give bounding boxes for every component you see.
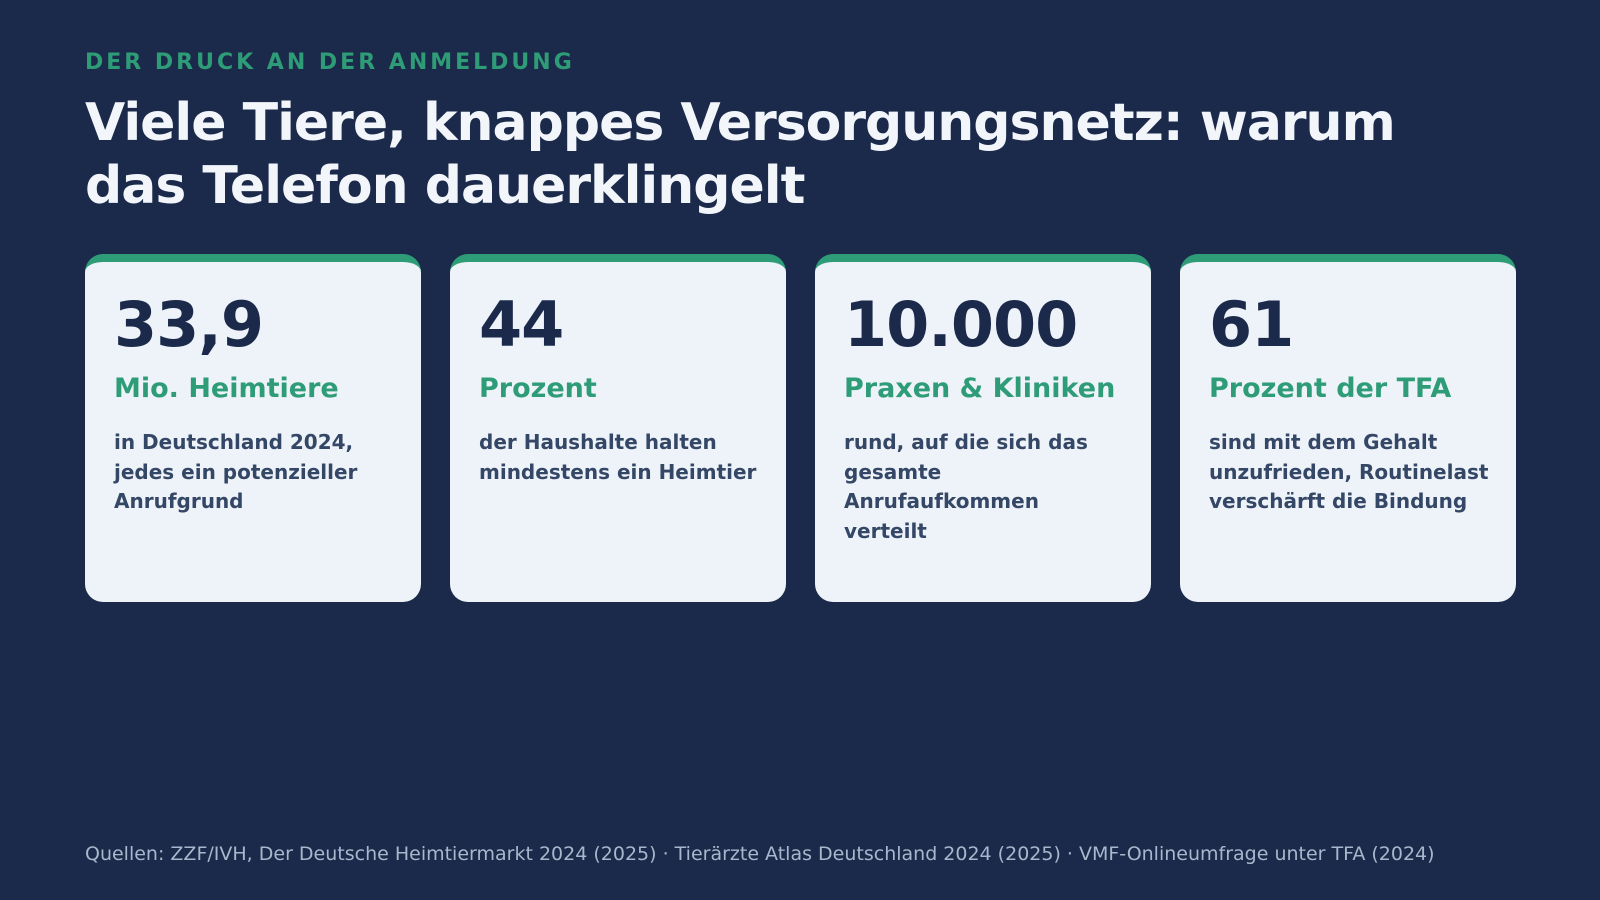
slide-title: Viele Tiere, knappes Versorgungsnetz: wa… — [85, 93, 1396, 216]
stat-cards: 33,9 Mio. Heimtiere in Deutschland 2024,… — [85, 254, 1516, 602]
eyebrow-label: DER DRUCK AN DER ANMELDUNG — [85, 50, 575, 75]
stat-description: sind mit dem Gehalt unzufrieden, Routine… — [1209, 430, 1489, 513]
stat-unit: Mio. Heimtiere — [114, 373, 339, 404]
stat-card-pets: 33,9 Mio. Heimtiere in Deutschland 2024,… — [85, 254, 421, 602]
stat-card-households: 44 Prozent der Haushalte halten mindeste… — [450, 254, 786, 602]
stat-value: 61 — [1209, 288, 1294, 361]
stat-description: rund, auf die sich das gesamte Anrufaufk… — [844, 430, 1088, 543]
stat-unit: Prozent der TFA — [1209, 373, 1452, 404]
stat-unit: Praxen & Kliniken — [844, 373, 1116, 404]
stat-value: 33,9 — [114, 288, 264, 361]
stat-card-practices: 10.000 Praxen & Kliniken rund, auf die s… — [815, 254, 1151, 602]
stat-description: der Haushalte halten mindestens ein Heim… — [479, 430, 757, 484]
stat-value: 10.000 — [844, 288, 1078, 361]
stat-value: 44 — [479, 288, 564, 361]
stat-description: in Deutschland 2024, jedes ein potenziel… — [114, 430, 358, 513]
stat-unit: Prozent — [479, 373, 597, 404]
stat-card-tfa: 61 Prozent der TFA sind mit dem Gehalt u… — [1180, 254, 1516, 602]
sources-footnote: Quellen: ZZF/IVH, Der Deutsche Heimtierm… — [85, 843, 1435, 865]
